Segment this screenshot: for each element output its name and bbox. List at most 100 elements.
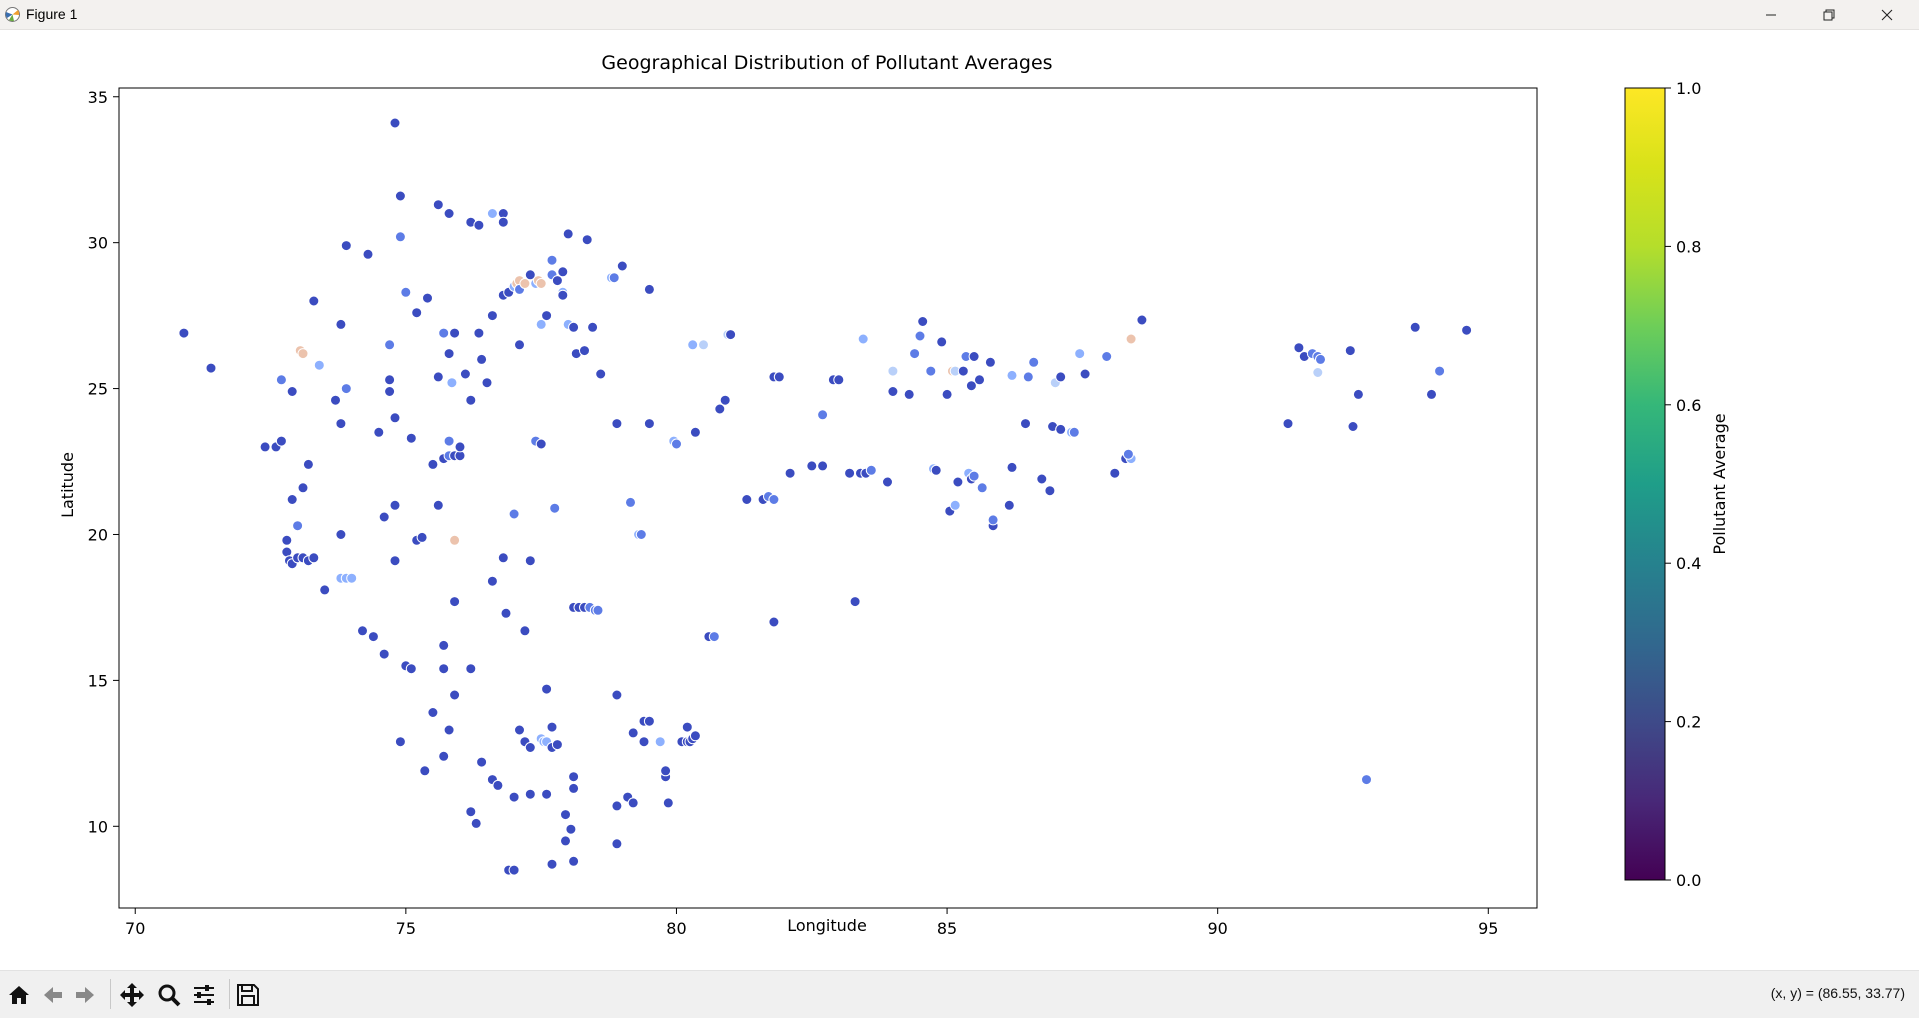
configure-subplots-icon	[194, 985, 214, 1005]
matplotlib-app-icon	[5, 7, 20, 22]
data-point	[378, 511, 390, 523]
data-point	[514, 724, 525, 736]
data-point	[357, 625, 368, 637]
data-point	[689, 730, 701, 742]
data-point	[549, 502, 561, 514]
restore-button[interactable]	[1800, 0, 1858, 29]
colorbar-axis: 0.0 0.2 0.4 0.6 0.8 1.0	[1665, 79, 1701, 890]
data-point	[1006, 369, 1018, 381]
data-point	[486, 575, 498, 587]
data-point	[508, 864, 520, 876]
data-point	[319, 584, 331, 596]
data-point	[930, 464, 942, 476]
data-point	[286, 494, 298, 505]
data-point	[427, 458, 439, 470]
data-point	[497, 552, 509, 564]
data-point	[405, 432, 417, 444]
data-point	[708, 631, 720, 643]
data-point	[438, 750, 450, 762]
close-icon	[1881, 9, 1893, 20]
data-point	[1347, 421, 1359, 432]
data-point	[476, 353, 488, 365]
data-point	[592, 604, 604, 616]
close-button[interactable]	[1858, 0, 1916, 29]
data-point	[660, 765, 672, 777]
data-point	[882, 476, 893, 488]
data-point	[903, 388, 915, 400]
data-point	[394, 231, 406, 243]
data-point	[541, 683, 553, 695]
data-point	[725, 329, 737, 341]
configure-subplots-button[interactable]	[189, 980, 219, 1010]
data-point	[340, 240, 352, 252]
data-point	[465, 663, 477, 675]
data-point	[389, 412, 401, 424]
data-point	[671, 438, 682, 450]
data-point	[281, 534, 293, 546]
data-point	[638, 736, 650, 748]
data-point	[1426, 388, 1437, 400]
y-axis: 10 15 20 25 30 35	[88, 88, 119, 836]
data-point	[519, 625, 531, 637]
pan-button[interactable]	[117, 980, 147, 1010]
home-button[interactable]	[4, 980, 34, 1010]
data-point	[541, 310, 553, 322]
data-point	[635, 529, 647, 540]
data-point	[1055, 423, 1067, 435]
data-point	[643, 283, 655, 295]
data-point	[449, 596, 461, 608]
data-point	[432, 499, 444, 511]
data-point	[1068, 426, 1080, 438]
x-tick-label: 90	[1207, 919, 1227, 938]
data-point	[459, 368, 471, 380]
data-point	[917, 316, 929, 327]
figure-canvas[interactable]: Geographical Distribution of Pollutant A…	[0, 29, 1919, 970]
data-point	[1434, 365, 1446, 377]
data-point	[784, 467, 796, 479]
x-tick-label: 80	[666, 919, 686, 938]
data-point	[914, 330, 926, 342]
data-point	[1361, 774, 1372, 786]
data-point	[546, 721, 558, 733]
colorbar-tick-label: 0.8	[1676, 237, 1701, 256]
minimize-icon	[1766, 14, 1776, 15]
data-point	[611, 800, 623, 812]
data-point	[608, 272, 620, 284]
x-tick-label: 70	[125, 919, 145, 938]
data-point	[384, 339, 396, 351]
x-tick-label: 85	[937, 919, 957, 938]
data-point	[443, 208, 455, 219]
zoom-button[interactable]	[154, 980, 184, 1010]
colorbar-tick-label: 0.0	[1676, 871, 1701, 890]
data-point	[662, 797, 674, 809]
data-point	[719, 394, 731, 406]
save-icon	[237, 984, 259, 1006]
data-point	[449, 327, 461, 339]
data-point	[1109, 467, 1121, 479]
data-point	[581, 234, 593, 246]
data-point	[568, 771, 580, 783]
x-axis-label: Longitude	[787, 916, 867, 935]
data-point	[508, 791, 520, 803]
data-point	[1352, 388, 1364, 400]
data-point	[535, 278, 547, 289]
save-button[interactable]	[233, 980, 263, 1010]
data-point	[1020, 418, 1031, 430]
data-point	[292, 520, 304, 532]
data-point	[551, 275, 563, 287]
data-point	[508, 508, 520, 520]
data-point	[936, 336, 948, 348]
points-layer	[178, 117, 1473, 876]
minimize-button[interactable]	[1742, 0, 1800, 29]
data-point	[595, 368, 607, 380]
data-point	[865, 464, 877, 476]
data-point	[1282, 418, 1294, 430]
back-button[interactable]	[38, 980, 68, 1010]
forward-button[interactable]	[70, 980, 100, 1010]
data-point	[524, 555, 536, 567]
data-point	[560, 835, 571, 847]
colorbar-tick-label: 0.2	[1676, 713, 1701, 732]
data-point	[335, 418, 347, 430]
y-tick-label: 30	[88, 234, 108, 253]
data-point	[974, 374, 985, 386]
